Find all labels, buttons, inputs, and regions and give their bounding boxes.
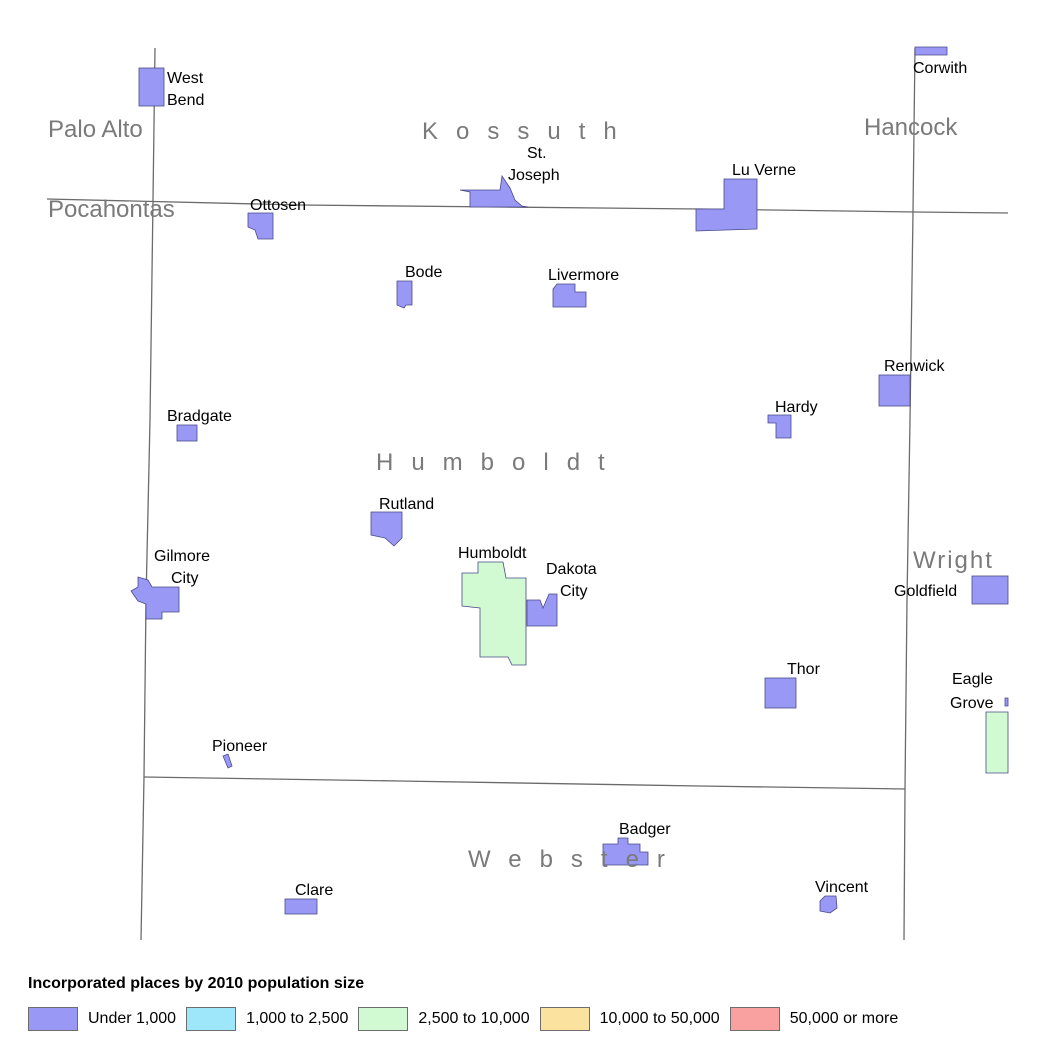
county-label-palo-alto: Palo Alto [48, 116, 143, 143]
place-label-humboldt: Humboldt [458, 545, 527, 562]
place-labels: West Bend Corwith St. Joseph Lu Verne Ot… [154, 60, 994, 899]
place-st-joseph[interactable] [459, 174, 529, 208]
place-label-vincent: Vincent [815, 879, 869, 896]
legend: Incorporated places by 2010 population s… [28, 975, 1028, 1031]
place-label-ottosen: Ottosen [250, 197, 306, 214]
place-vincent[interactable] [819, 895, 838, 914]
place-label-pioneer: Pioneer [212, 738, 268, 755]
place-west-bend[interactable] [138, 67, 165, 107]
place-pioneer[interactable] [222, 753, 233, 769]
place-label-dakota-city-line-1: Dakota [546, 561, 597, 578]
legend-label-under-1000: Under 1,000 [88, 1010, 177, 1027]
place-livermore[interactable] [552, 283, 587, 308]
place-rutland[interactable] [370, 511, 403, 547]
place-label-bode: Bode [405, 264, 442, 281]
place-label-eagle-grove-line-2: Grove [950, 695, 994, 712]
place-label-rutland: Rutland [379, 496, 434, 513]
county-label-kossuth: Kossuth [422, 118, 635, 145]
place-gilmore-city[interactable] [130, 576, 180, 620]
place-bode[interactable] [396, 280, 413, 309]
incorporated-places [130, 46, 1009, 915]
place-corwith[interactable] [914, 46, 948, 56]
place-badger[interactable] [602, 837, 649, 866]
legend-swatch-50000-or-more [729, 1007, 780, 1031]
place-thor[interactable] [764, 677, 797, 709]
boundary-north [46, 198, 1009, 214]
legend-label-10000-to-50000: 10,000 to 50,000 [599, 1010, 720, 1027]
place-label-bradgate: Bradgate [167, 408, 232, 425]
place-label-gilmore-city-line-2: City [171, 570, 199, 587]
county-label-humboldt: Humboldt [376, 449, 623, 476]
place-label-lu-verne: Lu Verne [732, 162, 796, 179]
place-renwick[interactable] [878, 374, 911, 407]
place-label-hardy: Hardy [775, 399, 818, 416]
place-label-thor: Thor [787, 661, 821, 678]
place-label-west-bend-line-1: West [167, 70, 204, 87]
legend-swatch-1000-to-2500 [186, 1007, 237, 1031]
legend-label-50000-or-more: 50,000 or more [789, 1010, 899, 1027]
county-label-pocahontas: Pocahontas [48, 196, 175, 223]
county-label-wright: Wright [913, 547, 994, 574]
boundary-south [143, 776, 906, 790]
legend-item-10000-to-50000: 10,000 to 50,000 [539, 1007, 720, 1031]
place-label-eagle-grove-line-1: Eagle [952, 671, 993, 688]
legend-swatch-2500-to-10000 [358, 1007, 409, 1031]
place-eagle-grove[interactable] [985, 711, 1009, 774]
place-label-west-bend-line-2: Bend [167, 92, 204, 109]
place-label-st-joseph-line-1: St. [527, 145, 547, 162]
place-label-corwith: Corwith [913, 60, 967, 77]
place-clare[interactable] [284, 898, 318, 915]
place-label-dakota-city-line-2: City [560, 583, 588, 600]
county-labels: Palo Alto Kossuth Hancock Pocahontas Hum… [48, 114, 994, 873]
place-bradgate[interactable] [176, 424, 198, 442]
legend-label-1000-to-2500: 1,000 to 2,500 [246, 1010, 349, 1027]
place-label-clare: Clare [295, 882, 333, 899]
place-lu-verne[interactable] [695, 178, 758, 232]
place-label-gilmore-city-line-1: Gilmore [154, 548, 210, 565]
place-label-st-joseph-line-2: Joseph [508, 167, 560, 184]
place-label-livermore: Livermore [548, 267, 619, 284]
legend-item-1000-to-2500: 1,000 to 2,500 [186, 1007, 348, 1031]
place-label-goldfield: Goldfield [894, 583, 957, 600]
legend-item-2500-to-10000: 2,500 to 10,000 [358, 1007, 530, 1031]
place-label-renwick: Renwick [884, 358, 945, 375]
place-goldfield[interactable] [971, 575, 1009, 605]
legend-swatch-under-1000 [28, 1007, 78, 1031]
legend-items: Under 1,000 1,000 to 2,500 2,500 to 10,0… [28, 1007, 1028, 1031]
legend-swatch-10000-to-50000 [539, 1007, 590, 1031]
place-ottosen[interactable] [247, 212, 274, 240]
legend-item-50000-or-more: 50,000 or more [729, 1007, 899, 1031]
place-dakota-city[interactable] [526, 593, 558, 627]
legend-title: Incorporated places by 2010 population s… [28, 975, 365, 992]
legend-label-2500-to-10000: 2,500 to 10,000 [418, 1010, 530, 1027]
boundary-east [903, 47, 916, 941]
legend-item-under-1000: Under 1,000 [28, 1007, 176, 1031]
county-map: Palo Alto Kossuth Hancock Pocahontas Hum… [46, 46, 1009, 941]
county-label-webster: Webster [468, 846, 683, 873]
boundary-west [140, 47, 156, 941]
place-humboldt[interactable] [461, 561, 527, 666]
place-eagle-grove-fragment [1004, 697, 1009, 707]
place-label-badger: Badger [619, 821, 671, 838]
place-hardy[interactable] [767, 414, 792, 439]
county-label-hancock: Hancock [864, 114, 958, 141]
county-boundaries [46, 47, 1009, 941]
